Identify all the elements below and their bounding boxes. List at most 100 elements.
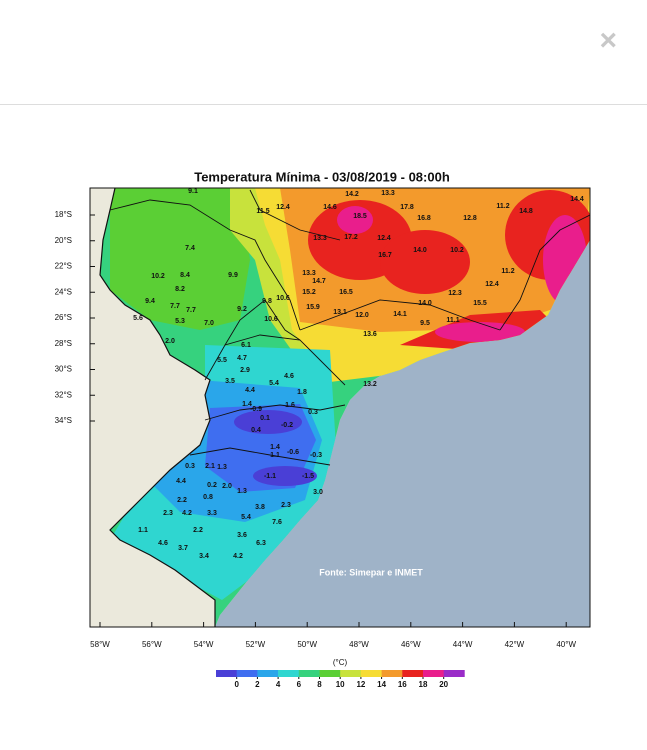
station-value: 0.4: [251, 427, 261, 434]
country-border: [99, 188, 216, 627]
station-value: 8.2: [175, 286, 185, 293]
lon-label: 42°W: [505, 640, 525, 649]
station-value: 10.2: [450, 247, 464, 254]
lon-label: 50°W: [297, 640, 317, 649]
lat-label: 30°S: [55, 365, 72, 374]
station-value: 2.3: [281, 502, 291, 509]
legend-swatch: [360, 670, 382, 677]
station-value: 0.2: [207, 482, 217, 489]
station-value: 14.8: [519, 208, 533, 215]
lat-label: 32°S: [55, 390, 72, 399]
state-border: [249, 189, 341, 241]
station-value: 7.7: [186, 307, 196, 314]
station-value: 1.3: [217, 464, 227, 471]
station-value: 11.5: [256, 208, 269, 215]
station-value: 10.6: [264, 316, 278, 323]
station-value: 7.7: [170, 303, 180, 310]
station-value: 16.7: [378, 252, 392, 259]
station-value: 2.1: [205, 463, 215, 470]
lat-label: 28°S: [55, 339, 72, 348]
station-value: 12.3: [448, 290, 462, 297]
station-value: 14.6: [323, 204, 337, 211]
lon-label: 58°W: [90, 640, 110, 649]
station-value: 13.1: [333, 309, 347, 316]
station-value: 9.9: [228, 272, 238, 279]
station-value: 2.0: [165, 338, 175, 345]
legend-swatch: [257, 670, 279, 677]
legend-label: 10: [336, 680, 345, 689]
station-value: 17.8: [400, 204, 414, 211]
station-value: 5.4: [241, 514, 251, 521]
station-value: 11.2: [501, 268, 514, 275]
station-value: 13.3: [302, 270, 316, 277]
station-value: 3.4: [199, 553, 209, 560]
station-value: 12.8: [463, 215, 477, 222]
station-value: 15.9: [306, 304, 320, 311]
station-value: 4.6: [284, 373, 294, 380]
station-value: 13.2: [363, 381, 377, 388]
legend-label: 8: [317, 680, 322, 689]
station-value: 12.4: [377, 235, 391, 242]
station-value: 9.4: [145, 298, 155, 305]
station-value: 3.0: [313, 489, 323, 496]
lon-label: 54°W: [194, 640, 214, 649]
close-button[interactable]: ×: [599, 24, 617, 57]
station-value: -0.2: [281, 422, 293, 429]
legend-swatch: [216, 670, 237, 677]
station-value: 4.4: [245, 387, 255, 394]
field-18-20: [337, 206, 373, 234]
station-value: 14.2: [345, 191, 359, 198]
state-border: [189, 447, 331, 466]
station-value: 13.3: [381, 190, 395, 197]
station-value: 1.1: [270, 452, 280, 459]
station-value: 10.6: [276, 295, 290, 302]
station-value: 12.4: [485, 281, 499, 288]
station-value: 1.4: [270, 444, 280, 451]
legend-label: 16: [398, 680, 407, 689]
station-value: 2.9: [240, 367, 250, 374]
lon-label: 52°W: [246, 640, 266, 649]
state-border: [109, 199, 301, 331]
station-value: 2.3: [163, 510, 173, 517]
legend-label: 14: [377, 680, 386, 689]
station-value: 4.2: [233, 553, 243, 560]
station-value: 6.3: [256, 540, 266, 547]
legend-unit: (°C): [333, 658, 348, 667]
lon-label: 46°W: [401, 640, 421, 649]
field-16-18: [380, 230, 470, 294]
station-value: 0.3: [308, 409, 318, 416]
station-value: 3.6: [237, 532, 247, 539]
station-value: 15.2: [302, 289, 316, 296]
station-value: 14.0: [418, 300, 432, 307]
station-value: 7.0: [204, 320, 214, 327]
lat-label: 24°S: [55, 287, 72, 296]
lat-label: 22°S: [55, 262, 72, 271]
station-value: 5.5: [217, 357, 227, 364]
station-value: 4.2: [182, 510, 192, 517]
state-border: [499, 214, 590, 331]
legend-label: 20: [439, 680, 448, 689]
station-value: 2.2: [193, 527, 203, 534]
legend-swatch: [402, 670, 424, 677]
station-value: 16.5: [339, 289, 353, 296]
station-value: 14.4: [570, 196, 584, 203]
station-value: 5.3: [175, 318, 185, 325]
station-value: 14.0: [413, 247, 427, 254]
station-value: 3.7: [178, 545, 188, 552]
lat-label: 34°S: [55, 416, 72, 425]
station-value: 1.6: [285, 402, 295, 409]
station-value: 12.4: [276, 204, 290, 211]
station-value: -1.5: [302, 473, 314, 480]
station-value: 0.1: [260, 415, 270, 422]
separator: [0, 104, 647, 105]
station-value: 7.6: [272, 519, 282, 526]
legend-swatch: [278, 670, 300, 677]
station-value: 7.4: [185, 245, 195, 252]
legend-swatch: [443, 670, 465, 677]
legend-label: 2: [255, 680, 260, 689]
station-value: 2.0: [222, 483, 232, 490]
station-value: 17.2: [344, 234, 358, 241]
source-note: Fonte: Simepar e INMET: [319, 567, 423, 577]
